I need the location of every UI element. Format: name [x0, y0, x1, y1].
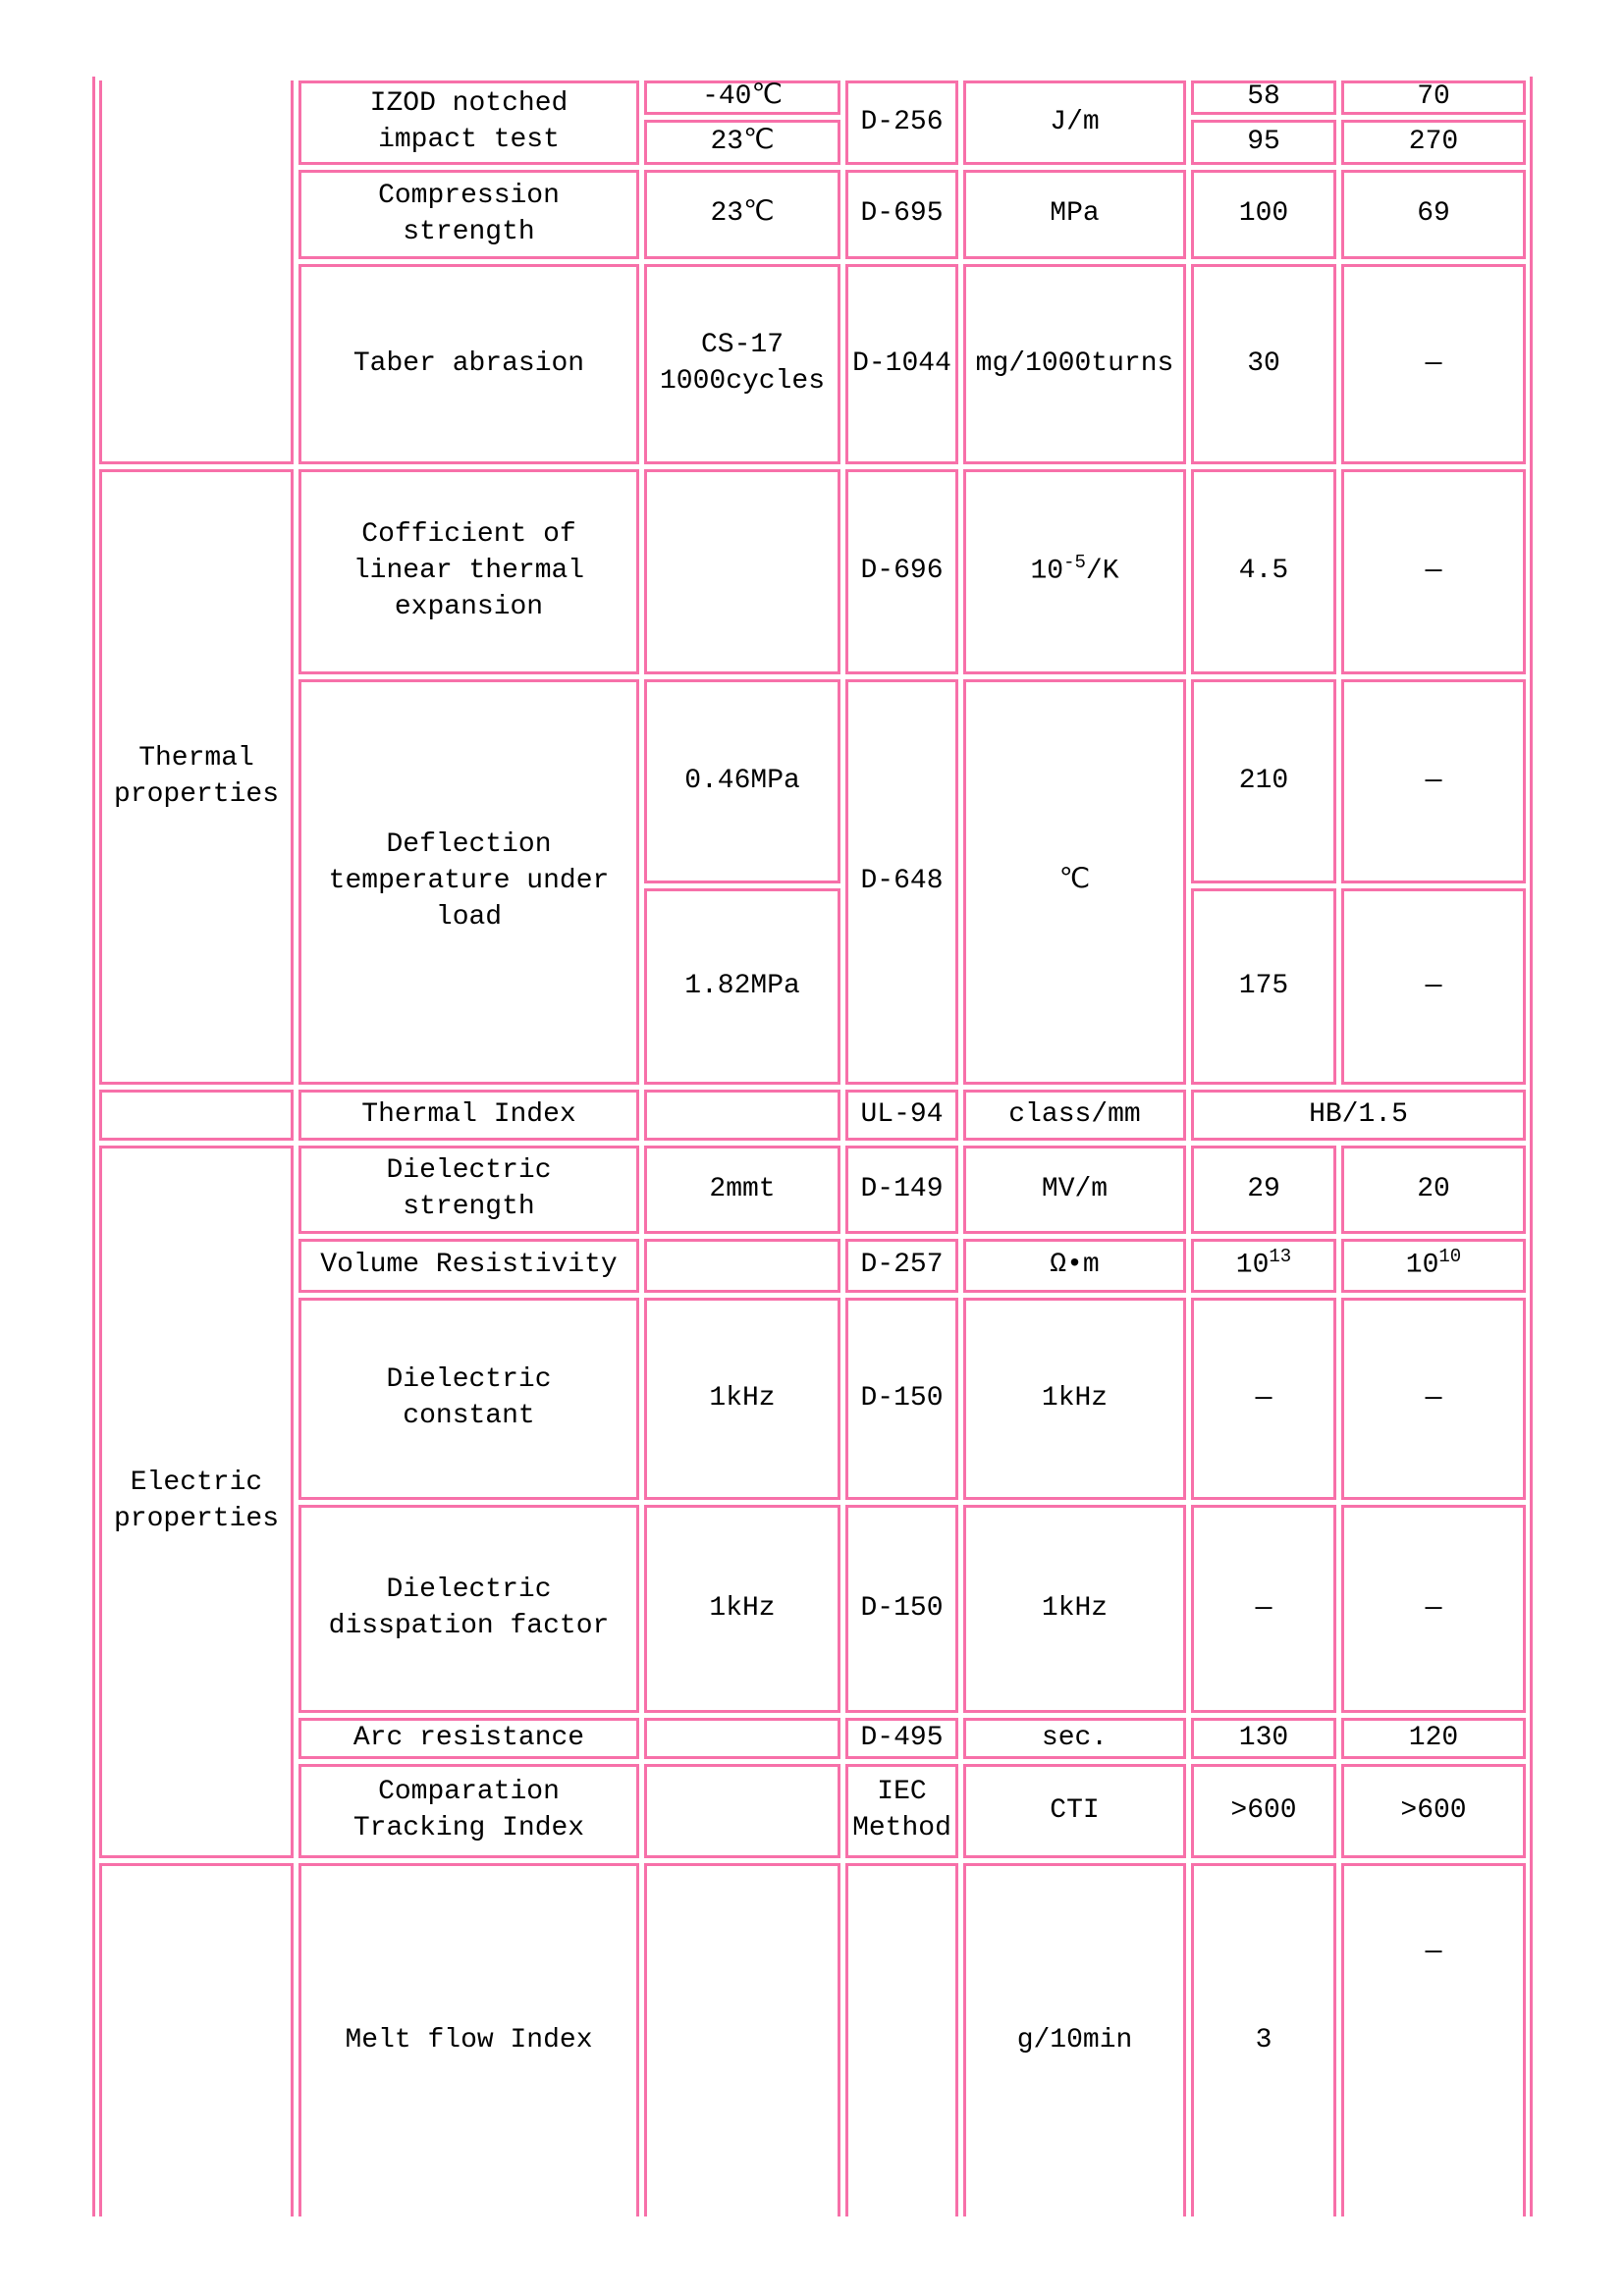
cell-electric-category: Electric properties: [99, 1146, 294, 1858]
cell-melt-flow-method-empty: [845, 1863, 958, 2216]
cell-taber-unit: mg/1000turns: [963, 264, 1186, 464]
cell-izod-method: D-256: [845, 80, 958, 165]
cell-cte-cond-empty: [644, 469, 840, 674]
cell-volume-resistivity-name: Volume Resistivity: [298, 1239, 639, 1293]
cell-melt-flow-value-b: —: [1341, 1863, 1526, 2216]
cell-dielectric-constant-name: Dielectric constant: [298, 1298, 639, 1500]
cell-cte-name: Cofficient of linear thermal expansion: [298, 469, 639, 674]
cell-izod-name: IZOD notched impact test: [298, 80, 639, 165]
cell-thermal-index-method: UL-94: [845, 1090, 958, 1141]
vr-b-exponent: 10: [1438, 1245, 1462, 1267]
cell-deflection-unit: ℃: [963, 679, 1186, 1085]
cell-dielectric-strength-value-a: 29: [1191, 1146, 1336, 1234]
cell-izod-cond-room: 23℃: [644, 120, 840, 165]
cell-dissipation-factor-cond: 1kHz: [644, 1505, 840, 1713]
cell-tracking-index-cond-empty: [644, 1764, 840, 1858]
cell-mechanical-category-cut: [99, 80, 294, 464]
cell-dielectric-strength-name: Dielectric strength: [298, 1146, 639, 1234]
cell-izod-value-low-b: 70: [1341, 80, 1526, 115]
vr-b-base: 10: [1405, 1250, 1439, 1281]
cell-thermal-category: Thermal properties: [99, 469, 294, 1085]
cell-taber-cond: CS-17 1000cycles: [644, 264, 840, 464]
cell-izod-value-low-a: 58: [1191, 80, 1336, 115]
cell-dielectric-constant-unit: 1kHz: [963, 1298, 1186, 1500]
cell-dielectric-constant-value-b: —: [1341, 1298, 1526, 1500]
cell-cte-value-b: —: [1341, 469, 1526, 674]
cell-taber-value-b: —: [1341, 264, 1526, 464]
cell-dissipation-factor-method: D-150: [845, 1505, 958, 1713]
cell-arc-resistance-unit: sec.: [963, 1718, 1186, 1759]
vr-a-base: 10: [1235, 1250, 1270, 1281]
cell-dielectric-strength-value-b: 20: [1341, 1146, 1526, 1234]
cell-melt-flow-name: Melt flow Index: [298, 1863, 639, 2216]
cell-izod-value-room-b: 270: [1341, 120, 1526, 165]
cell-tracking-index-unit: CTI: [963, 1764, 1186, 1858]
cell-compression-cond: 23℃: [644, 170, 840, 259]
cell-dielectric-strength-cond: 2mmt: [644, 1146, 840, 1234]
cell-tracking-index-value-a: >600: [1191, 1764, 1336, 1858]
cell-volume-resistivity-value-b: 1010: [1341, 1239, 1526, 1293]
cell-arc-resistance-value-b: 120: [1341, 1718, 1526, 1759]
cell-taber-value-a: 30: [1191, 264, 1336, 464]
cell-dissipation-factor-unit: 1kHz: [963, 1505, 1186, 1713]
cell-deflection-name: Deflection temperature under load: [298, 679, 639, 1085]
cell-dissipation-factor-value-b: —: [1341, 1505, 1526, 1713]
cell-cte-value-a: 4.5: [1191, 469, 1336, 674]
cell-compression-name: Compression strength: [298, 170, 639, 259]
cell-dielectric-strength-method: D-149: [845, 1146, 958, 1234]
cell-tracking-index-name: Comparation Tracking Index: [298, 1764, 639, 1858]
cell-compression-method: D-695: [845, 170, 958, 259]
cell-deflection-cond-high: 1.82MPa: [644, 888, 840, 1085]
cell-melt-flow-category-cut: [99, 1863, 294, 2216]
cell-melt-flow-value-a: 3: [1191, 1863, 1336, 2216]
cell-thermal-index-name: Thermal Index: [298, 1090, 639, 1141]
cell-deflection-high-b: —: [1341, 888, 1526, 1085]
cell-compression-value-a: 100: [1191, 170, 1336, 259]
cell-arc-resistance-cond-empty: [644, 1718, 840, 1759]
cell-thermal-index-unit: class/mm: [963, 1090, 1186, 1141]
datasheet-table-page: IZOD notched impact test -40℃ D-256 J/m …: [92, 77, 1533, 2216]
cell-arc-resistance-value-a: 130: [1191, 1718, 1336, 1759]
cell-volume-resistivity-method: D-257: [845, 1239, 958, 1293]
cell-deflection-low-b: —: [1341, 679, 1526, 883]
cell-dielectric-strength-unit: MV/m: [963, 1146, 1186, 1234]
cell-dielectric-constant-value-a: —: [1191, 1298, 1336, 1500]
cell-deflection-cond-low: 0.46MPa: [644, 679, 840, 883]
cell-thermal-index-cond-empty: [644, 1090, 840, 1141]
cell-dissipation-factor-value-a: —: [1191, 1505, 1336, 1713]
cell-deflection-low-a: 210: [1191, 679, 1336, 883]
cte-unit-base: 10: [1030, 556, 1064, 587]
properties-table: IZOD notched impact test -40℃ D-256 J/m …: [99, 80, 1526, 2216]
cell-melt-flow-cond-empty: [644, 1863, 840, 2216]
cell-thermal-index-category-empty: [99, 1090, 294, 1141]
cell-dielectric-constant-cond: 1kHz: [644, 1298, 840, 1500]
cell-thermal-index-value: HB/1.5: [1191, 1090, 1526, 1141]
cte-unit-suffix: /K: [1085, 556, 1119, 587]
cell-dielectric-constant-method: D-150: [845, 1298, 958, 1500]
cell-tracking-index-method: IEC Method: [845, 1764, 958, 1858]
cell-volume-resistivity-unit: Ω•m: [963, 1239, 1186, 1293]
cell-cte-unit: 10-5/K: [963, 469, 1186, 674]
cell-deflection-method: D-648: [845, 679, 958, 1085]
cell-tracking-index-value-b: >600: [1341, 1764, 1526, 1858]
vr-a-exponent: 13: [1269, 1245, 1292, 1267]
cell-cte-method: D-696: [845, 469, 958, 674]
cell-arc-resistance-method: D-495: [845, 1718, 958, 1759]
cell-deflection-high-a: 175: [1191, 888, 1336, 1085]
cell-arc-resistance-name: Arc resistance: [298, 1718, 639, 1759]
cte-unit-exponent: -5: [1063, 551, 1086, 573]
cell-volume-resistivity-cond-empty: [644, 1239, 840, 1293]
cell-taber-name: Taber abrasion: [298, 264, 639, 464]
cell-izod-cond-low: -40℃: [644, 80, 840, 115]
cell-izod-value-room-a: 95: [1191, 120, 1336, 165]
cell-compression-value-b: 69: [1341, 170, 1526, 259]
cell-taber-method: D-1044: [845, 264, 958, 464]
cell-volume-resistivity-value-a: 1013: [1191, 1239, 1336, 1293]
cell-izod-unit: J/m: [963, 80, 1186, 165]
cell-melt-flow-unit: g/10min: [963, 1863, 1186, 2216]
cell-dissipation-factor-name: Dielectric disspation factor: [298, 1505, 639, 1713]
cell-compression-unit: MPa: [963, 170, 1186, 259]
